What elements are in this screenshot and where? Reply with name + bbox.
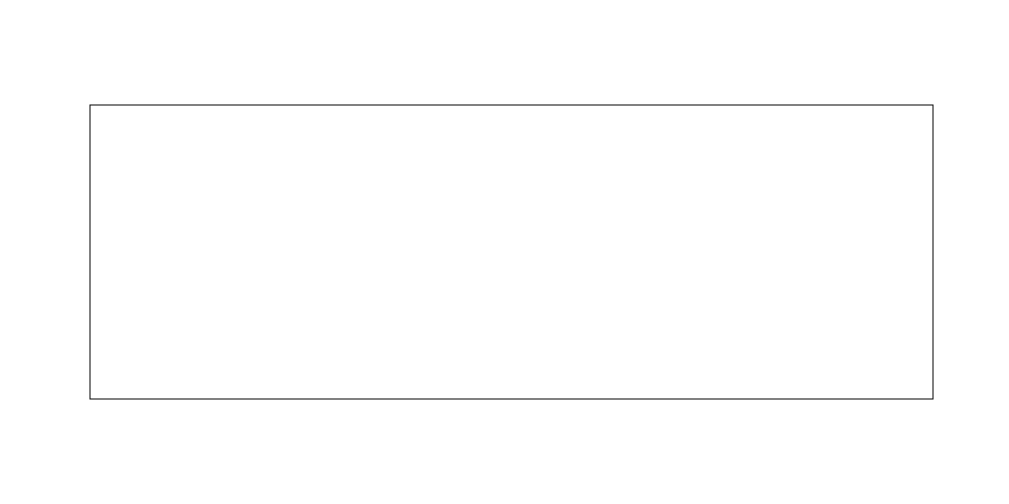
plot-frame <box>89 104 934 400</box>
